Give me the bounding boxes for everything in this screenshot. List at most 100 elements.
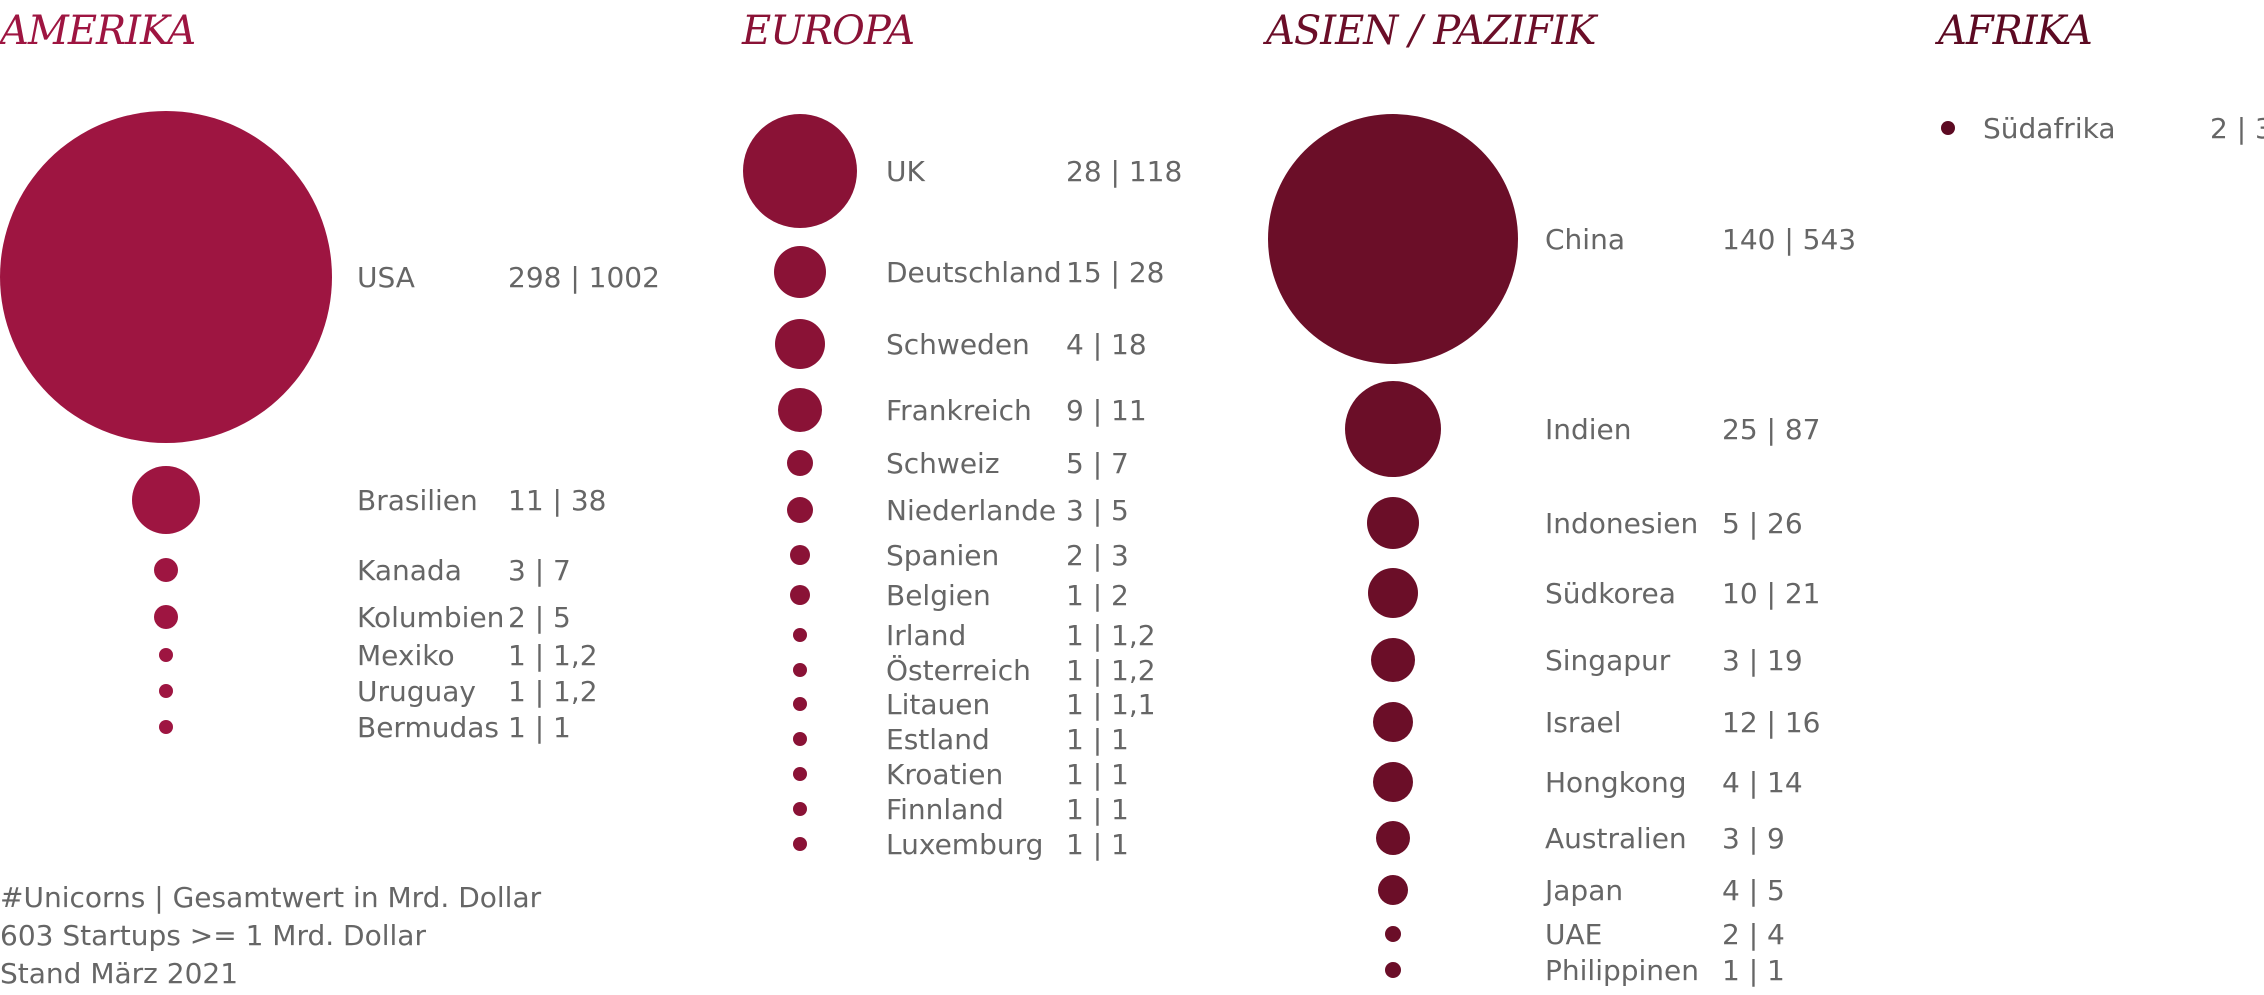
- value-label-schweiz: 5 | 7: [1066, 447, 1129, 480]
- country-label-bermudas: Bermudas: [357, 711, 499, 744]
- country-label-schweiz: Schweiz: [886, 447, 1000, 480]
- country-label-china: China: [1545, 223, 1625, 256]
- country-label-hongkong: Hongkong: [1545, 766, 1687, 799]
- value-label-uruguay: 1 | 1,2: [508, 675, 598, 708]
- country-label-kolumbien: Kolumbien: [357, 601, 504, 634]
- country-label-usa: USA: [357, 261, 415, 294]
- value-label-bermudas: 1 | 1: [508, 711, 571, 744]
- bubble-hongkong: [1373, 762, 1413, 802]
- bubble-brasilien: [132, 466, 200, 534]
- bubble-schweiz: [787, 450, 813, 476]
- country-label-estland: Estland: [886, 723, 990, 756]
- bubble-deutschland: [774, 246, 826, 298]
- value-label-kroatien: 1 | 1: [1066, 758, 1129, 791]
- country-label-mexiko: Mexiko: [357, 639, 455, 672]
- value-label-niederlande: 3 | 5: [1066, 494, 1129, 527]
- bubble-bermudas: [159, 720, 173, 734]
- value-label-kolumbien: 2 | 5: [508, 601, 571, 634]
- country-label-japan: Japan: [1543, 874, 1623, 907]
- value-label-mexiko: 1 | 1,2: [508, 639, 598, 672]
- value-label-suedafrika: 2 | 3: [2210, 112, 2264, 145]
- value-label-litauen: 1 | 1,1: [1066, 688, 1156, 721]
- country-label-luxemburg: Luxemburg: [886, 828, 1043, 861]
- bubble-schweden: [775, 319, 825, 369]
- bubble-irland: [793, 628, 807, 642]
- country-label-belgien: Belgien: [886, 579, 991, 612]
- region-heading-europa: EUROPA: [741, 8, 914, 54]
- bubble-indonesien: [1367, 497, 1419, 549]
- country-label-brasilien: Brasilien: [357, 484, 478, 517]
- bubble-estland: [793, 732, 807, 746]
- value-label-irland: 1 | 1,2: [1066, 619, 1156, 652]
- value-label-israel: 12 | 16: [1722, 706, 1821, 739]
- country-label-uae: UAE: [1545, 918, 1602, 951]
- country-label-oesterreich: Österreich: [886, 653, 1031, 687]
- value-label-frankreich: 9 | 11: [1066, 394, 1147, 427]
- region-heading-amerika: AMERIKA: [0, 8, 195, 54]
- bubble-litauen: [793, 697, 807, 711]
- country-label-indien: Indien: [1545, 413, 1632, 446]
- bubble-indien: [1345, 381, 1441, 477]
- value-label-australien: 3 | 9: [1722, 822, 1785, 855]
- bubble-kolumbien: [154, 605, 178, 629]
- value-label-schweden: 4 | 18: [1066, 328, 1147, 361]
- value-label-suedkorea: 10 | 21: [1722, 577, 1821, 610]
- country-label-deutschland: Deutschland: [886, 256, 1062, 289]
- value-label-china: 140 | 543: [1722, 223, 1856, 256]
- country-label-israel: Israel: [1545, 706, 1622, 739]
- footer-date: Stand März 2021: [0, 957, 239, 990]
- bubble-suedafrika: [1941, 121, 1955, 135]
- footer-legend-note: #Unicorns | Gesamtwert in Mrd. Dollar: [0, 881, 542, 914]
- region-heading-asien-pazifik: ASIEN / PAZIFIK: [1262, 8, 1598, 54]
- country-label-philippinen: Philippinen: [1545, 954, 1699, 987]
- bubble-kanada: [154, 558, 178, 582]
- value-label-uk: 28 | 118: [1066, 155, 1182, 188]
- country-label-indonesien: Indonesien: [1545, 507, 1698, 540]
- country-label-suedkorea: Südkorea: [1545, 577, 1676, 610]
- bubble-frankreich: [778, 388, 822, 432]
- country-label-schweden: Schweden: [886, 328, 1030, 361]
- value-label-belgien: 1 | 2: [1066, 579, 1129, 612]
- bubble-usa: [0, 111, 332, 443]
- country-label-uk: UK: [886, 155, 925, 188]
- country-label-litauen: Litauen: [886, 688, 990, 721]
- value-label-singapur: 3 | 19: [1722, 644, 1803, 677]
- bubble-israel: [1373, 702, 1413, 742]
- country-label-irland: Irland: [886, 619, 966, 652]
- value-label-indien: 25 | 87: [1722, 413, 1821, 446]
- value-label-kanada: 3 | 7: [508, 554, 571, 587]
- value-label-indonesien: 5 | 26: [1722, 507, 1803, 540]
- bubble-uruguay: [159, 684, 173, 698]
- country-label-frankreich: Frankreich: [886, 394, 1032, 427]
- value-label-spanien: 2 | 3: [1066, 539, 1129, 572]
- value-label-hongkong: 4 | 14: [1722, 766, 1803, 799]
- bubble-japan: [1378, 875, 1408, 905]
- bubble-belgien: [790, 585, 810, 605]
- country-label-uruguay: Uruguay: [357, 675, 476, 708]
- value-label-japan: 4 | 5: [1722, 874, 1785, 907]
- bubble-spanien: [790, 545, 810, 565]
- value-label-philippinen: 1 | 1: [1722, 954, 1785, 987]
- value-label-brasilien: 11 | 38: [508, 484, 607, 517]
- country-label-kroatien: Kroatien: [886, 758, 1003, 791]
- bubble-china: [1268, 114, 1518, 364]
- bubble-mexiko: [159, 648, 173, 662]
- country-label-singapur: Singapur: [1545, 644, 1671, 677]
- country-label-suedafrika: Südafrika: [1983, 112, 2115, 145]
- region-heading-afrika: AFRIKA: [1934, 8, 2092, 54]
- value-label-luxemburg: 1 | 1: [1066, 828, 1129, 861]
- bubble-singapur: [1371, 638, 1415, 682]
- bubble-australien: [1376, 821, 1410, 855]
- country-label-australien: Australien: [1545, 822, 1687, 855]
- bubble-philippinen: [1385, 962, 1401, 978]
- country-label-spanien: Spanien: [886, 539, 999, 572]
- country-label-kanada: Kanada: [357, 554, 462, 587]
- value-label-estland: 1 | 1: [1066, 723, 1129, 756]
- bubble-uk: [743, 114, 857, 228]
- bubble-kroatien: [793, 767, 807, 781]
- bubble-niederlande: [787, 497, 813, 523]
- country-label-finnland: Finnland: [886, 793, 1004, 826]
- bubble-luxemburg: [793, 837, 807, 851]
- value-label-uae: 2 | 4: [1722, 918, 1785, 951]
